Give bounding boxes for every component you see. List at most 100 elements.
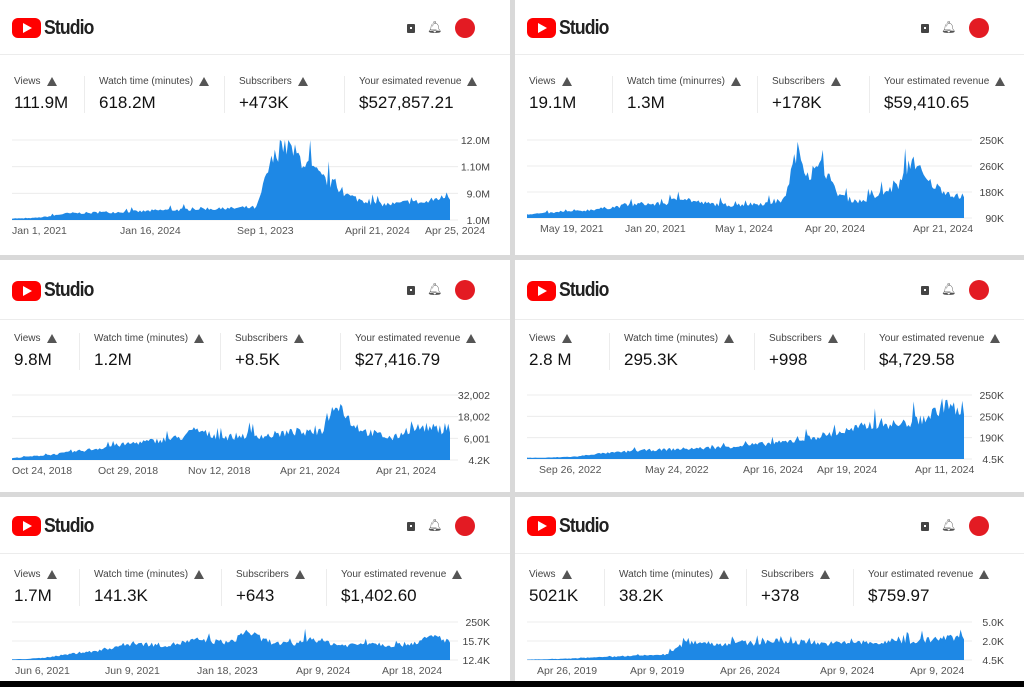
bell-icon[interactable]: 🔔︎ <box>427 517 443 532</box>
stat-card[interactable]: Watch time (minurres) 1.3M <box>613 76 758 113</box>
y-tick-label: 250K <box>979 135 1004 147</box>
stat-card[interactable]: Your estimated revenue $27,416.79 <box>341 333 510 370</box>
bell-icon[interactable]: 🔔︎ <box>941 282 957 296</box>
stat-value: 38.2K <box>619 586 664 605</box>
warning-icon <box>46 77 57 86</box>
studio-logo[interactable]: Studio <box>12 17 100 40</box>
stat-label: Subscribers <box>769 333 864 344</box>
stat-label-text: Views <box>14 333 41 344</box>
x-tick-label: Jun 9, 2021 <box>105 665 160 677</box>
clapperboard-icon[interactable] <box>407 23 415 33</box>
clapperboard-icon[interactable] <box>921 23 929 33</box>
clapperboard-icon[interactable] <box>921 521 929 531</box>
warning-icon <box>561 334 572 343</box>
y-tick-label: 250K <box>979 390 1004 402</box>
studio-panel: Studio 🔔︎ Views 9.8M Watch time (minutes… <box>0 260 510 492</box>
stat-label-text: Subscribers <box>769 333 822 344</box>
stat-value: 5021K <box>529 586 579 605</box>
brand-name: Studio <box>559 279 609 301</box>
views-chart[interactable]: 12.0M 1.10M 9.0M 1.0M Jan 1, 2021 Jan 16, 202… <box>0 135 510 250</box>
stat-card[interactable]: Views 5021K <box>515 569 605 606</box>
views-chart[interactable]: 5.0K 2.0K 4.5K Apr 26, 2019 Apr 9, 2019 Apr 2… <box>515 617 1024 681</box>
stat-card[interactable]: Views 2.8 M <box>515 333 610 370</box>
warning-icon <box>199 77 210 86</box>
stat-card[interactable]: Subscribers +998 <box>755 333 865 370</box>
stat-card[interactable]: Watch time (minutes) 1.2M <box>80 333 221 370</box>
y-tick-label: 260K <box>979 161 1004 173</box>
y-tick-label: 2.0K <box>982 636 1004 648</box>
stat-label: Your estimated revenue <box>879 333 1024 344</box>
stat-card[interactable]: Views 1.7M <box>0 569 80 606</box>
stat-card[interactable]: Views 9.8M <box>0 333 80 370</box>
stat-card[interactable]: Subscribers +8.5K <box>221 333 341 370</box>
views-chart[interactable]: 250K 260K 180K 90K May 19, 2021 Jan 20, 2021 M… <box>515 135 1024 248</box>
stat-label-text: Watch time (minutes) <box>619 569 714 580</box>
studio-logo[interactable]: Studio <box>12 515 100 538</box>
avatar[interactable] <box>455 515 475 536</box>
stat-value: 1.3M <box>627 93 665 112</box>
x-tick-label: Apr 9, 2024 <box>910 665 964 677</box>
youtube-logo-icon <box>527 516 556 536</box>
y-tick-label: 190K <box>979 433 1004 445</box>
studio-panel: Studio 🔔︎ Views 5021K Watch time (minute… <box>515 497 1024 681</box>
views-area-series <box>527 629 964 660</box>
stat-card[interactable]: Your estimated revenue $759.97 <box>854 569 1024 606</box>
warning-icon <box>467 77 478 86</box>
clapperboard-icon[interactable] <box>407 286 415 295</box>
stat-card[interactable]: Your estimated revenue $4,729.58 <box>865 333 1024 370</box>
warning-icon <box>46 570 57 579</box>
avatar[interactable] <box>969 17 989 38</box>
studio-logo[interactable]: Studio <box>12 279 100 302</box>
warning-icon <box>995 77 1006 86</box>
views-chart[interactable]: 32,002 18,002 6,001 4.2K Oct 24, 2018 Oct 29,… <box>0 390 510 490</box>
bottom-edge <box>0 681 1024 687</box>
stat-card[interactable]: Subscribers +378 <box>747 569 854 606</box>
stat-card[interactable]: Watch time (minutes) 295.3K <box>610 333 755 370</box>
stat-label: Subscribers <box>761 569 853 580</box>
stat-value: 1.7M <box>14 586 52 605</box>
x-tick-label: Jan 18, 2023 <box>197 665 258 677</box>
x-tick-label: Nov 12, 2018 <box>188 465 251 477</box>
clapperboard-icon[interactable] <box>921 286 929 295</box>
stat-value: $4,729.58 <box>879 350 955 369</box>
stat-card[interactable]: Your esimated revenue $527,857.21 <box>345 76 510 113</box>
stat-card[interactable]: Watch time (minutes) 38.2K <box>605 569 747 606</box>
stat-card[interactable]: Views 111.9M <box>0 76 85 113</box>
clapperboard-icon[interactable] <box>407 521 415 531</box>
stat-label-text: Views <box>529 76 556 87</box>
avatar[interactable] <box>455 280 475 300</box>
stat-card[interactable]: Views 19.1M <box>515 76 613 113</box>
stat-label: Your esimated revenue <box>359 76 510 87</box>
stat-card[interactable]: Subscribers +178K <box>758 76 870 113</box>
stat-value: 618.2M <box>99 93 156 112</box>
bell-icon[interactable]: 🔔︎ <box>941 19 957 34</box>
stat-card[interactable]: Your estimated revenue $1,402.60 <box>327 569 510 606</box>
stat-label: Views <box>14 569 79 580</box>
stat-card[interactable]: Watch time (minutes) 141.3K <box>80 569 222 606</box>
stat-label-text: Your estimated revenue <box>879 333 985 344</box>
views-chart[interactable]: 250K 15.7K 12.4K Jun 6, 2021 Jun 9, 2021 Jan … <box>0 617 510 681</box>
stat-label: Subscribers <box>239 76 344 87</box>
stat-label-text: Views <box>14 76 41 87</box>
views-area-series <box>12 404 450 460</box>
youtube-logo-icon <box>12 18 41 38</box>
stat-card[interactable]: Subscribers +473K <box>225 76 345 113</box>
studio-logo[interactable]: Studio <box>527 17 615 40</box>
bell-icon[interactable]: 🔔︎ <box>427 19 443 34</box>
avatar[interactable] <box>969 515 989 536</box>
bell-icon[interactable]: 🔔︎ <box>941 517 957 532</box>
x-tick-label: Apr 9, 2019 <box>630 665 684 677</box>
stat-card[interactable]: Watch time (minutes) 618.2M <box>85 76 225 113</box>
stat-card[interactable]: Your estimated revenue $59,410.65 <box>870 76 1024 113</box>
studio-logo[interactable]: Studio <box>527 515 615 538</box>
bell-icon[interactable]: 🔔︎ <box>427 282 443 296</box>
views-chart[interactable]: 250K 250K 190K 4.5K Sep 26, 2022 May 24, 2022… <box>515 390 1024 489</box>
stat-label-text: Watch time (minutes) <box>94 569 189 580</box>
stat-label: Watch time (minutes) <box>624 333 754 344</box>
stat-card[interactable]: Subscribers +643 <box>222 569 327 606</box>
avatar[interactable] <box>455 17 475 38</box>
studio-logo[interactable]: Studio <box>527 279 615 302</box>
stat-label: Your estimated revenue <box>868 569 1024 580</box>
stat-value: 2.8 M <box>529 350 572 369</box>
avatar[interactable] <box>969 280 989 300</box>
